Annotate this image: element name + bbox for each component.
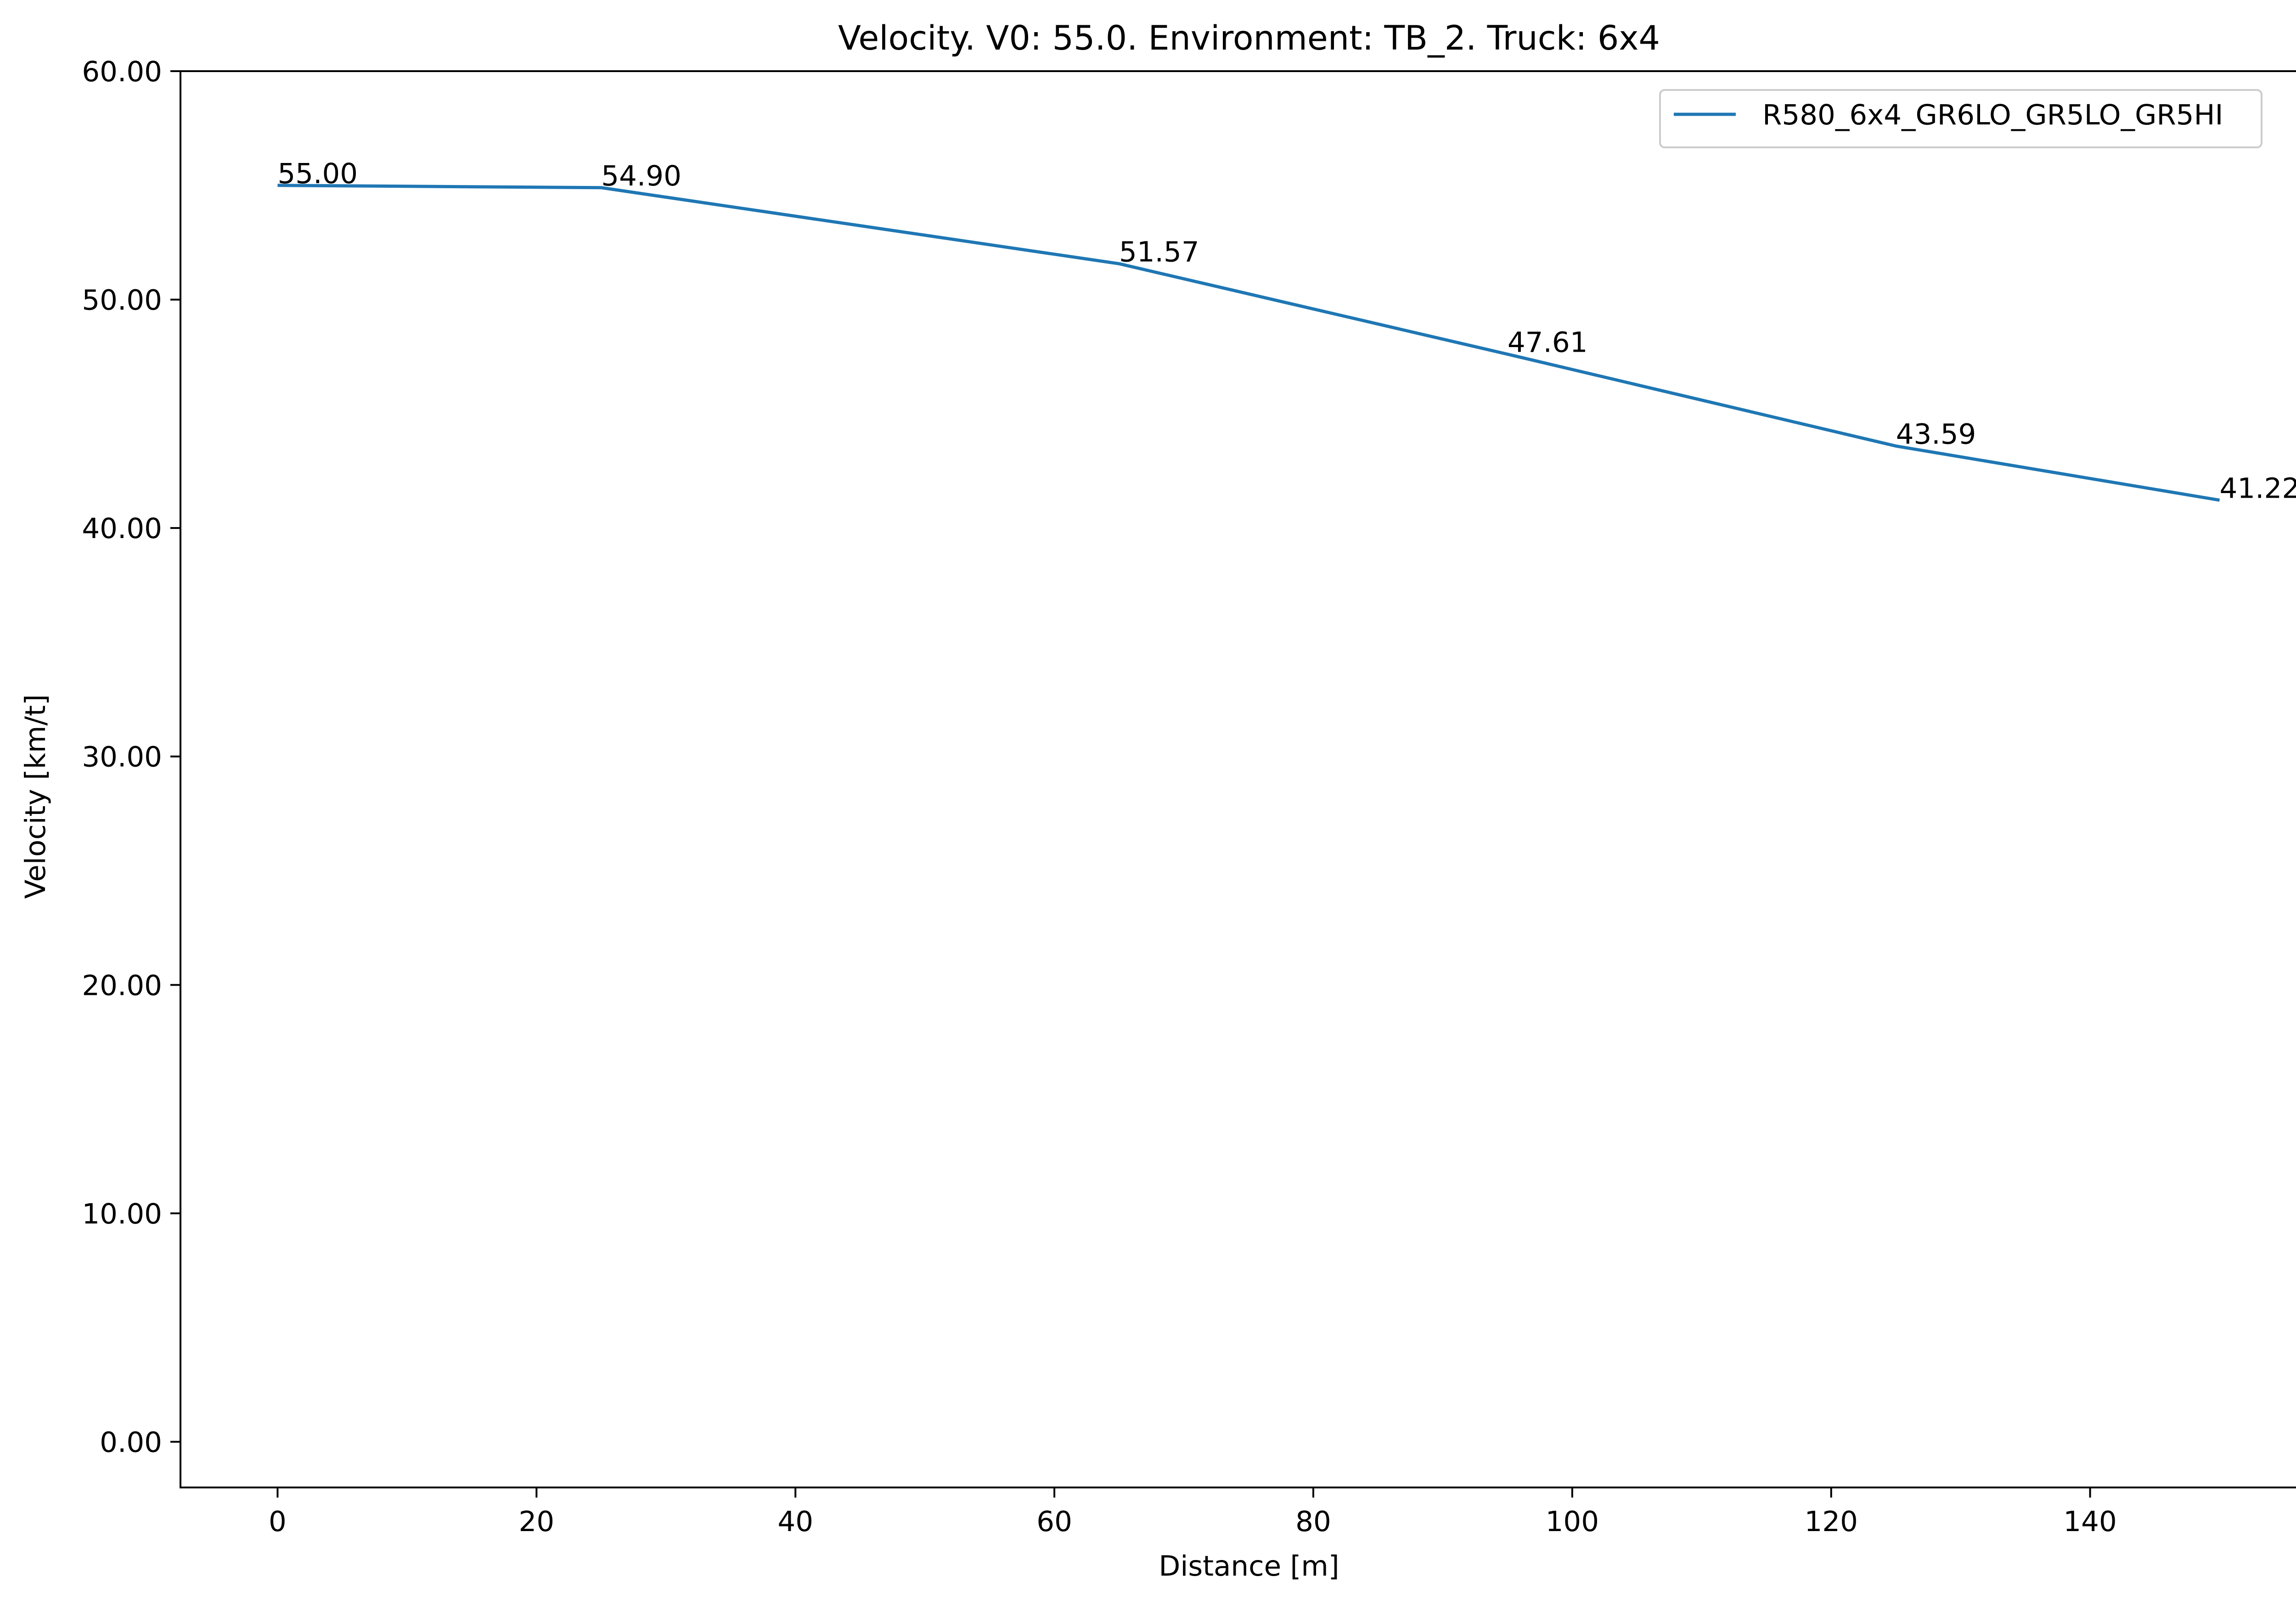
plot-area: 0 20 40 60 80 100 120 140 0.00 10.00 20.00 30.00 40.… bbox=[82, 56, 2296, 1538]
series-line-0 bbox=[277, 184, 2220, 502]
y-tick-label-4: 40.00 bbox=[82, 512, 162, 545]
y-tick-label-0: 0.00 bbox=[100, 1426, 162, 1459]
y-tick-label-6: 60.00 bbox=[82, 56, 162, 88]
y-tick-label-2: 20.00 bbox=[82, 969, 162, 1002]
x-tick-label-6: 120 bbox=[1805, 1505, 1858, 1538]
data-label-0-1: 54.90 bbox=[601, 160, 681, 192]
y-tick-label-5: 50.00 bbox=[82, 284, 162, 317]
legend: R580_6x4_GR6LO_GR5LO_GR5HI bbox=[1659, 89, 2262, 148]
x-tick-label-5: 100 bbox=[1546, 1505, 1599, 1538]
x-tick-label-2: 40 bbox=[777, 1505, 813, 1538]
x-tick-label-3: 60 bbox=[1036, 1505, 1072, 1538]
data-label-0-0: 55.00 bbox=[277, 157, 358, 190]
chart-title: Velocity. V0: 55.0. Environment: TB_2. T… bbox=[838, 19, 1660, 58]
x-axis-label: Distance [m] bbox=[1159, 1550, 1339, 1583]
data-label-0-4: 43.59 bbox=[1896, 418, 1976, 451]
legend-series-label: R580_6x4_GR6LO_GR5LO_GR5HI bbox=[1762, 99, 2223, 131]
y-tick-label-1: 10.00 bbox=[82, 1198, 162, 1230]
data-label-0-3: 47.61 bbox=[1508, 326, 1588, 359]
x-tick-label-4: 80 bbox=[1295, 1505, 1331, 1538]
plot-frame bbox=[180, 70, 2296, 1488]
x-tick-label-0: 0 bbox=[269, 1505, 287, 1538]
y-tick-label-3: 30.00 bbox=[82, 741, 162, 774]
x-tick-label-1: 20 bbox=[519, 1505, 555, 1538]
y-axis-label: Velocity [km/t] bbox=[19, 694, 52, 899]
legend-box bbox=[1659, 89, 2262, 148]
x-tick-label-7: 140 bbox=[2063, 1505, 2116, 1538]
data-label-0-5: 41.22 bbox=[2220, 472, 2296, 505]
data-label-0-2: 51.57 bbox=[1119, 236, 1199, 268]
